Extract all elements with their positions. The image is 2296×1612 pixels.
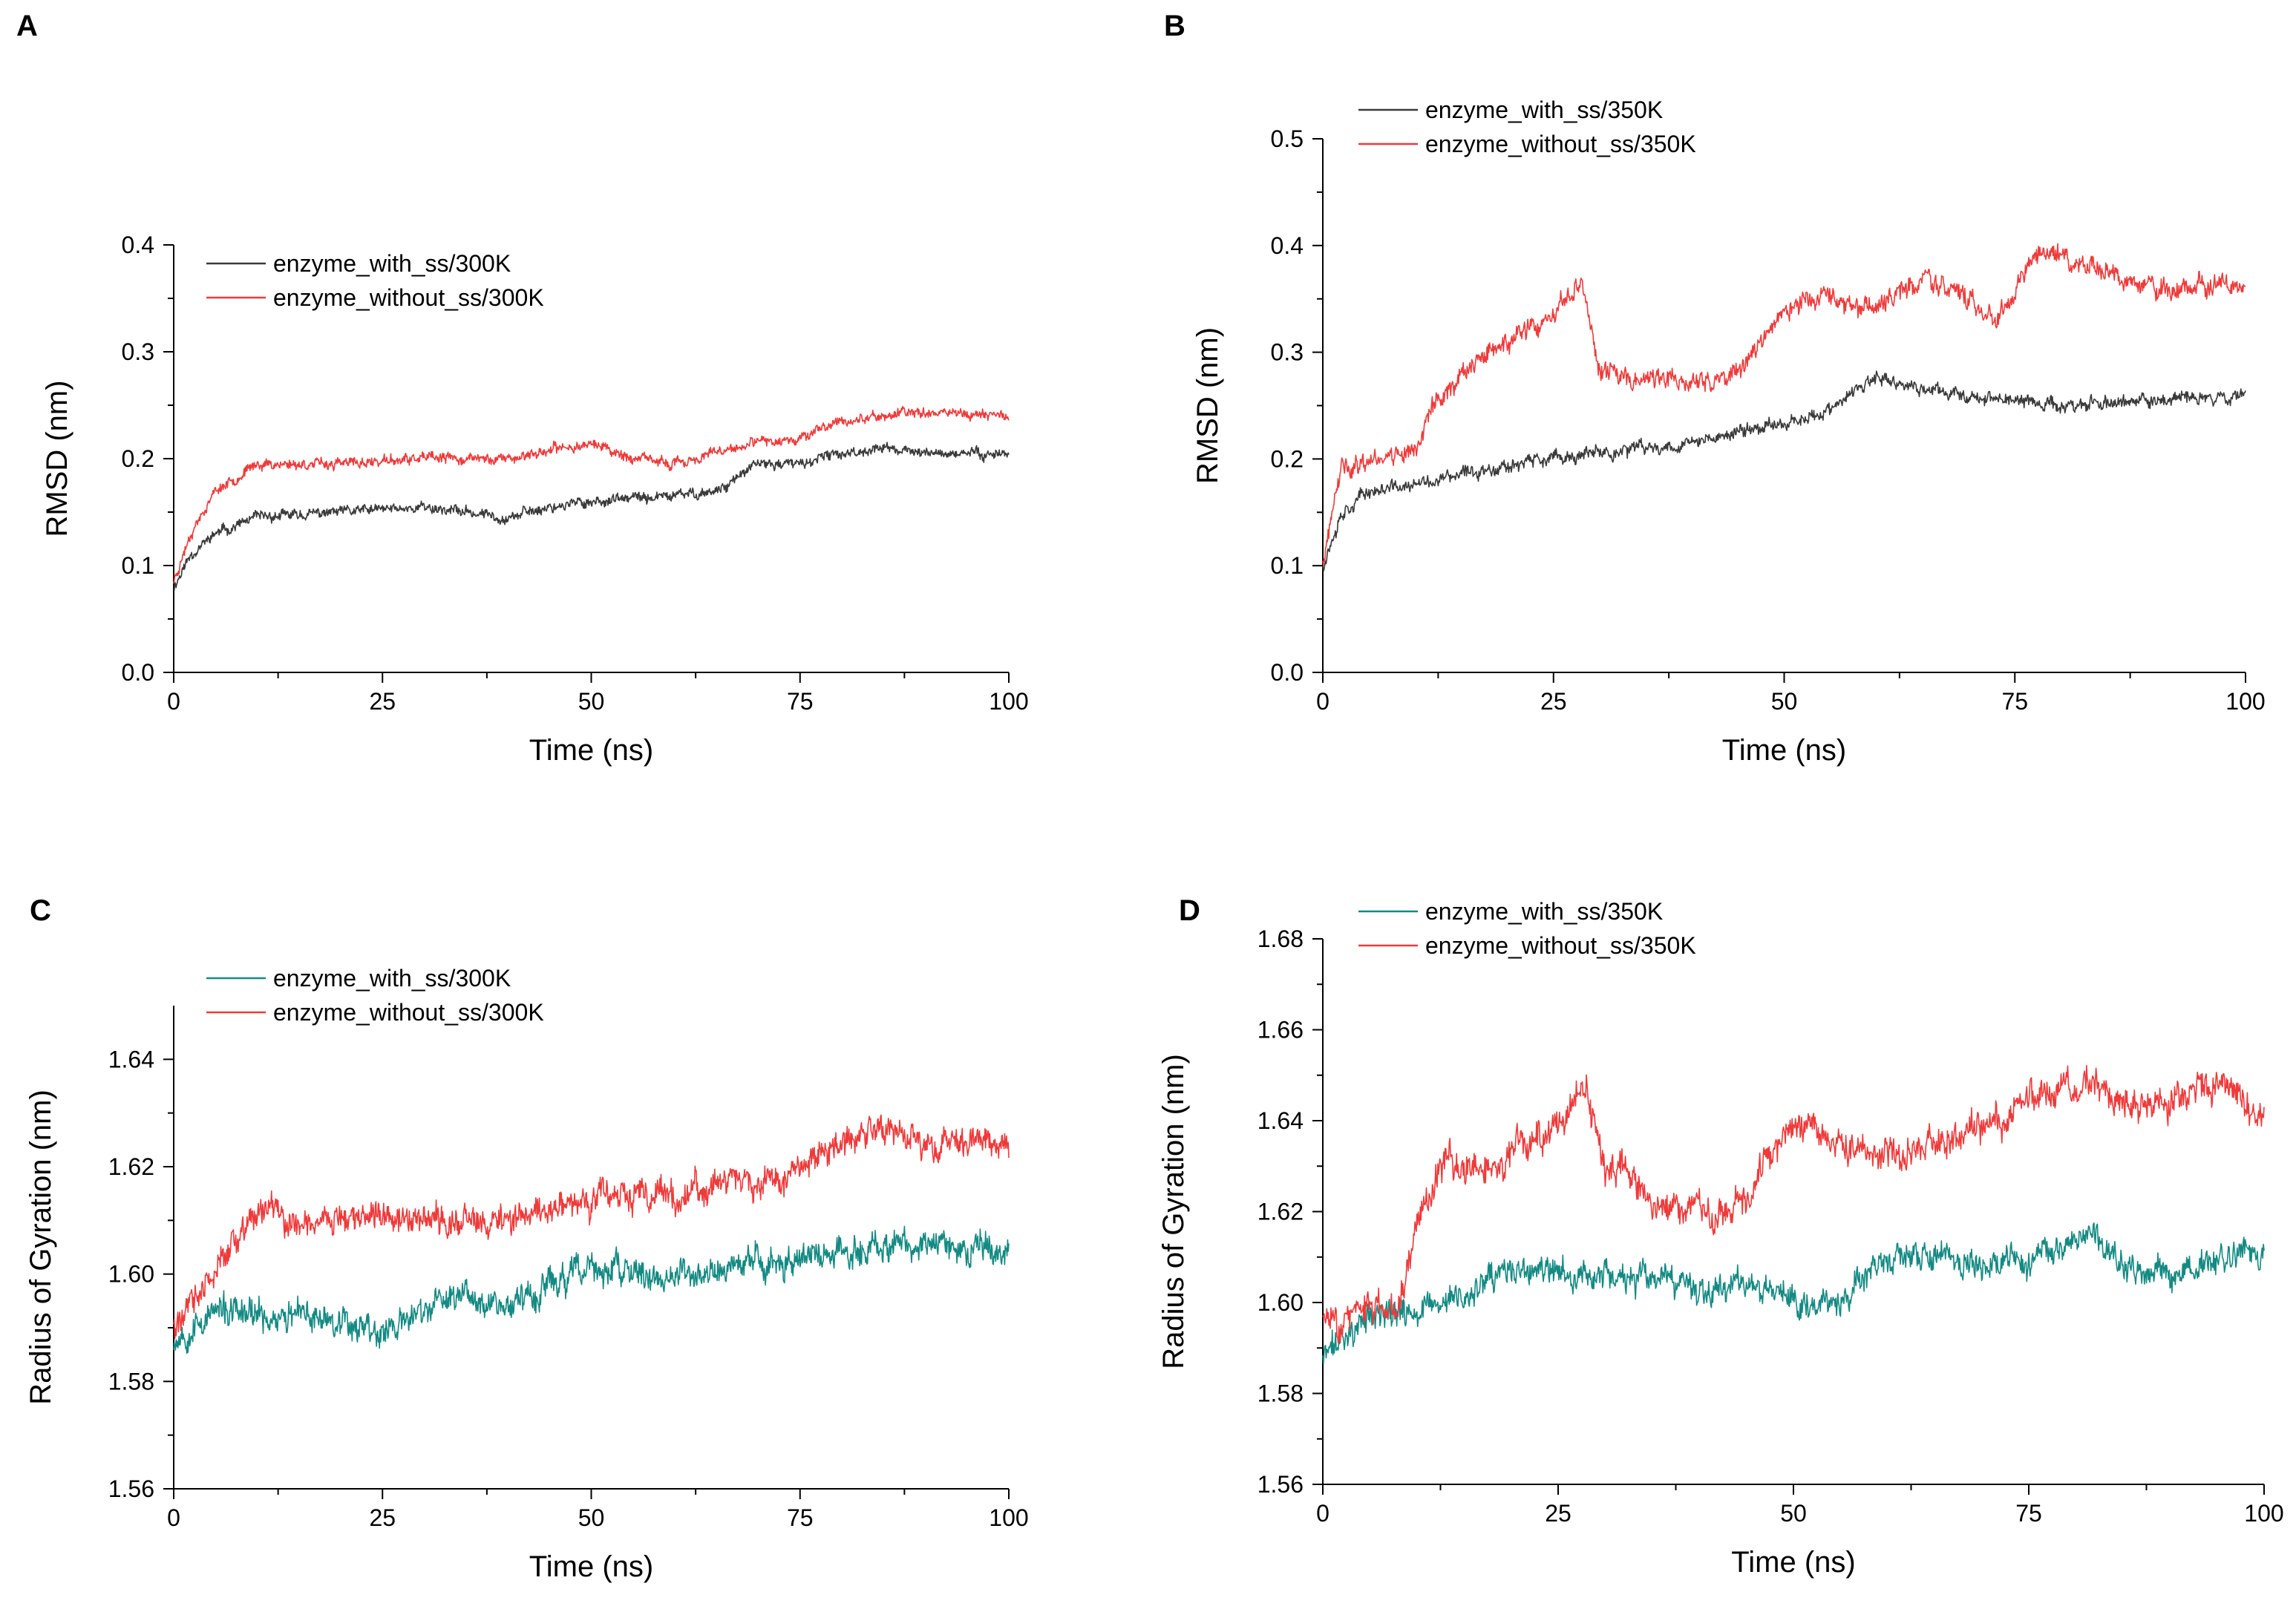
y-tick-label: 1.68 <box>1257 925 1304 952</box>
x-tick-label: 50 <box>1771 688 1798 715</box>
y-tick-label: 0.3 <box>122 338 154 365</box>
legend-label-2: enzyme_without_ss/350K <box>1425 932 1696 959</box>
y-tick-label: 0.5 <box>1271 125 1304 152</box>
x-tick-label: 100 <box>2244 1500 2283 1527</box>
chart-panel-a: 0 25 50 75 100 0.0 0.1 0.2 0.3 0.4 Time (ns) RMSD (… <box>41 232 1029 767</box>
x-tick-label: 75 <box>787 1504 814 1531</box>
x-tick-label: 25 <box>1545 1500 1571 1527</box>
x-tick-label: 0 <box>1316 1500 1329 1527</box>
x-axis-title: Time (ns) <box>1731 1546 1855 1579</box>
x-tick-label: 100 <box>2225 688 2265 715</box>
x-tick-label: 75 <box>2015 1500 2042 1527</box>
x-axis-title: Time (ns) <box>529 734 653 767</box>
legend-label-2: enzyme_without_ss/300K <box>273 284 544 311</box>
x-axis-title: Time (ns) <box>529 1550 653 1583</box>
chart-panel-b: 0 25 50 75 100 0.0 0.1 0.2 0.3 0.4 0.5 Time (ns) RMS… <box>1191 96 2266 767</box>
x-axis-title: Time (ns) <box>1722 734 1846 767</box>
y-axis-title: RMSD (nm) <box>41 380 73 537</box>
series-line-2 <box>173 405 1010 584</box>
legend-label-2: enzyme_without_ss/300K <box>273 999 544 1026</box>
x-tick-label: 50 <box>1780 1500 1807 1527</box>
legend-label-1: enzyme_with_ss/300K <box>273 965 511 992</box>
y-tick-label: 0.0 <box>1271 659 1304 686</box>
y-tick-label: 0.1 <box>122 552 154 579</box>
y-tick-label: 1.56 <box>1257 1471 1304 1498</box>
y-tick-label: 0.1 <box>1271 552 1304 579</box>
series-line-2 <box>1322 1064 2265 1344</box>
series-line-1 <box>173 442 1010 592</box>
y-tick-label: 0.2 <box>1271 445 1304 472</box>
y-tick-label: 1.58 <box>108 1368 154 1395</box>
legend-label-1: enzyme_with_ss/350K <box>1425 898 1663 925</box>
y-tick-label: 1.60 <box>1257 1289 1304 1316</box>
y-tick-label: 1.62 <box>108 1153 154 1180</box>
y-axis-title: Radius of Gyration (nm) <box>24 1090 57 1405</box>
x-tick-label: 0 <box>1316 688 1329 715</box>
y-tick-label: 0.3 <box>1271 339 1304 366</box>
series-line-2 <box>173 1114 1010 1340</box>
panel-label-d: D <box>1179 894 1200 927</box>
x-tick-label: 0 <box>167 688 180 715</box>
y-tick-label: 1.56 <box>108 1475 154 1502</box>
legend-label-1: enzyme_with_ss/300K <box>273 250 511 277</box>
x-tick-label: 25 <box>1540 688 1567 715</box>
y-tick-label: 1.66 <box>1257 1017 1304 1043</box>
x-tick-label: 100 <box>989 688 1028 715</box>
y-tick-label: 1.64 <box>108 1046 154 1072</box>
x-tick-label: 25 <box>369 688 396 715</box>
y-axis-title: RMSD (nm) <box>1191 327 1224 484</box>
x-tick-label: 50 <box>578 1504 605 1531</box>
series-line-1 <box>173 1225 1010 1354</box>
series-line-1 <box>1322 370 2246 572</box>
y-tick-label: 1.58 <box>1257 1380 1304 1407</box>
y-tick-label: 1.62 <box>1257 1199 1304 1225</box>
y-tick-label: 1.60 <box>108 1261 154 1288</box>
legend-label-1: enzyme_with_ss/350K <box>1425 96 1663 123</box>
y-tick-label: 0.0 <box>122 659 154 686</box>
chart-panel-d: 0 25 50 75 100 1.56 1.58 1.60 1.62 1.64 1.66 1.68 Ti… <box>1157 898 2284 1579</box>
x-tick-label: 0 <box>167 1504 180 1531</box>
panel-label-c: C <box>30 894 51 927</box>
chart-panel-c: 0 25 50 75 100 1.56 1.58 1.60 1.62 1.64 Time (ns) R… <box>24 965 1029 1583</box>
x-tick-label: 50 <box>578 688 605 715</box>
panel-label-a: A <box>16 10 38 42</box>
x-tick-label: 25 <box>369 1504 396 1531</box>
x-tick-label: 75 <box>2001 688 2028 715</box>
y-axis-title: Radius of Gyration (nm) <box>1157 1054 1190 1369</box>
panel-label-b: B <box>1164 10 1185 42</box>
y-tick-label: 1.64 <box>1257 1107 1304 1134</box>
y-tick-label: 0.4 <box>122 232 154 258</box>
series-line-1 <box>1322 1222 2265 1365</box>
x-tick-label: 75 <box>787 688 814 715</box>
legend-label-2: enzyme_without_ss/350K <box>1425 131 1696 157</box>
y-tick-label: 0.4 <box>1271 232 1304 259</box>
y-tick-label: 0.2 <box>122 445 154 472</box>
series-line-2 <box>1322 243 2246 566</box>
x-tick-label: 100 <box>989 1504 1028 1531</box>
